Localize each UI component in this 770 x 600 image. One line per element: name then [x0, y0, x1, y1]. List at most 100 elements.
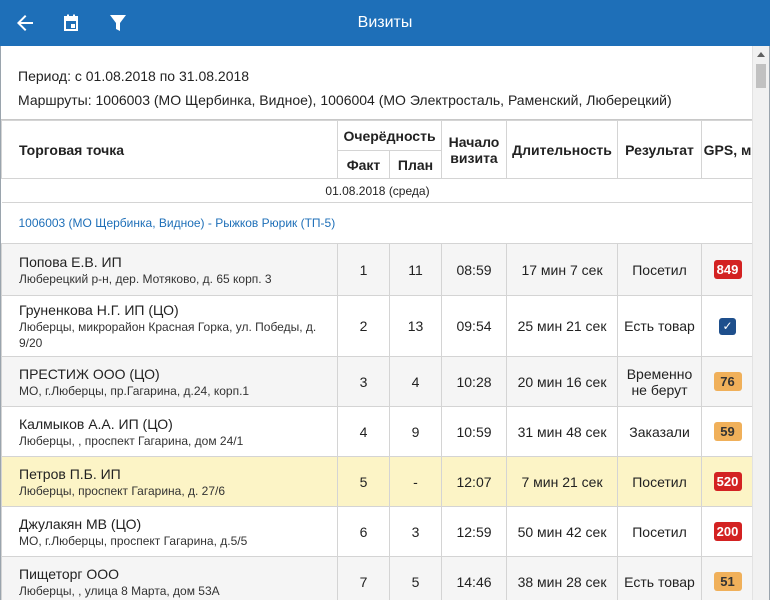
point-address: Люберцы, , улица 8 Марта, дом 53А [19, 583, 220, 598]
table-row[interactable]: Калмыков А.А. ИП (ЦО) Люберцы, , проспект… [1, 406, 755, 457]
scroll-up-icon[interactable] [757, 52, 765, 57]
plan-cell: 11 [388, 243, 443, 296]
point-name: Груненкова Н.Г. ИП (ЦО) [19, 302, 179, 318]
start-cell: 09:54 [441, 295, 508, 357]
header-gps: GPS, м [701, 120, 755, 179]
point-name: Калмыков А.А. ИП (ЦО) [19, 415, 173, 432]
plan-cell: - [388, 456, 443, 507]
result-cell: Посетил [617, 506, 703, 557]
gps-cell: 200 [701, 506, 755, 557]
table-row[interactable]: Джулакян МВ (ЦО) МО, г.Люберцы, проспект … [1, 506, 755, 557]
point-address: Люберцы, , проспект Гагарина, дом 24/1 [19, 433, 244, 448]
point-address: Люберцы, микрорайон Красная Горка, ул. П… [19, 320, 317, 350]
plan-cell: 3 [388, 506, 443, 557]
header-point: Торговая точка [1, 120, 338, 179]
period-text: Период: с 01.08.2018 по 31.08.2018 [18, 68, 250, 84]
gps-distance-badge: 849 [713, 260, 742, 279]
scrollbar-thumb[interactable] [756, 64, 766, 88]
start-cell: 12:07 [441, 456, 508, 507]
point-address: Люберцы, проспект Гагарина, д. 27/6 [19, 483, 226, 498]
routes-text: Маршруты: 1006003 (МО Щербинка, Видное),… [18, 92, 672, 108]
gps-cell: 849 [701, 243, 755, 296]
table-row[interactable]: Петров П.Б. ИП Люберцы, проспект Гагарина… [1, 456, 755, 507]
duration-cell: 50 мин 42 сек [506, 506, 619, 557]
fact-cell: 6 [337, 506, 390, 557]
point-cell: Груненкова Н.Г. ИП (ЦО) Люберцы, микрорай… [1, 295, 338, 357]
result-cell: Есть товар [617, 295, 703, 357]
gps-distance-badge: 520 [713, 472, 742, 491]
visits-content: Период: с 01.08.2018 по 31.08.2018 Маршр… [1, 46, 755, 600]
fact-cell: 7 [337, 556, 390, 600]
date-group-header: 01.08.2018 (среда) [1, 178, 754, 203]
result-cell: Посетил [617, 243, 703, 296]
route-group-header[interactable]: 1006003 (МО Щербинка, Видное) - Рыжков Р… [1, 202, 754, 244]
result-cell: Есть товар [617, 556, 703, 600]
point-cell: Пищеторг ООО Люберцы, , улица 8 Марта, до… [1, 556, 338, 600]
fact-cell: 1 [337, 243, 390, 296]
fact-cell: 4 [337, 406, 390, 457]
point-address: Люберецкий р-н, дер. Мотяково, д. 65 кор… [19, 271, 272, 286]
duration-cell: 7 мин 21 сек [506, 456, 619, 507]
table-row[interactable]: Пищеторг ООО Люберцы, , улица 8 Марта, до… [1, 556, 755, 600]
header-result: Результат [617, 120, 703, 179]
fact-cell: 2 [337, 295, 390, 357]
header-order: Очерёдность [336, 120, 443, 151]
gps-cell: ✓ [701, 295, 755, 357]
plan-cell: 13 [388, 295, 443, 357]
duration-cell: 20 мин 16 сек [506, 356, 619, 407]
point-address: МО, г.Люберцы, проспект Гагарина, д.5/5 [19, 533, 248, 548]
plan-cell: 9 [388, 406, 443, 457]
duration-cell: 38 мин 28 сек [506, 556, 619, 600]
gps-cell: 59 [701, 406, 755, 457]
result-cell: Временно не берут [617, 356, 703, 407]
point-name: Попова Е.В. ИП [19, 253, 122, 270]
point-cell: Попова Е.В. ИП Люберецкий р-н, дер. Мотяк… [1, 243, 338, 296]
filter-summary: Период: с 01.08.2018 по 31.08.2018 Маршр… [1, 46, 753, 120]
start-cell: 12:59 [441, 506, 508, 557]
start-cell: 10:28 [441, 356, 508, 407]
gps-distance-badge: 51 [713, 572, 742, 591]
duration-cell: 31 мин 48 сек [506, 406, 619, 457]
app-bar: Визиты [0, 0, 770, 46]
gps-cell: 51 [701, 556, 755, 600]
filter-icon[interactable] [106, 11, 130, 35]
header-plan: План [388, 150, 443, 179]
header-start: Начало визита [441, 120, 508, 179]
header-duration: Длительность [506, 120, 619, 179]
table-row[interactable]: ПРЕСТИЖ ООО (ЦО) МО, г.Люберцы, пр.Гагари… [1, 356, 755, 407]
back-arrow-icon[interactable] [13, 11, 37, 35]
plan-cell: 5 [388, 556, 443, 600]
check-icon: ✓ [719, 318, 737, 335]
fact-cell: 3 [337, 356, 390, 407]
duration-cell: 17 мин 7 сек [506, 243, 619, 296]
fact-cell: 5 [337, 456, 390, 507]
duration-cell: 25 мин 21 сек [506, 295, 619, 357]
gps-distance-badge: 59 [713, 422, 742, 441]
start-cell: 10:59 [441, 406, 508, 457]
visits-table: Торговая точка Очерёдность Начало визита… [1, 120, 755, 600]
result-cell: Заказали [617, 406, 703, 457]
point-address: МО, г.Люберцы, пр.Гагарина, д.24, корп.1 [19, 383, 250, 398]
table-row[interactable]: Груненкова Н.Г. ИП (ЦО) Люберцы, микрорай… [1, 295, 755, 357]
gps-cell: 76 [701, 356, 755, 407]
start-cell: 14:46 [441, 556, 508, 600]
point-name: ПРЕСТИЖ ООО (ЦО) [19, 365, 160, 382]
point-cell: ПРЕСТИЖ ООО (ЦО) МО, г.Люберцы, пр.Гагари… [1, 356, 338, 407]
point-cell: Джулакян МВ (ЦО) МО, г.Люберцы, проспект … [1, 506, 338, 557]
point-cell: Калмыков А.А. ИП (ЦО) Люберцы, , проспект… [1, 406, 338, 457]
header-fact: Факт [337, 150, 390, 179]
gps-cell: 520 [701, 456, 755, 507]
point-name: Джулакян МВ (ЦО) [19, 515, 142, 532]
plan-cell: 4 [388, 356, 443, 407]
calendar-icon[interactable] [59, 11, 83, 35]
table-row[interactable]: Попова Е.В. ИП Люберецкий р-н, дер. Мотяк… [1, 243, 755, 296]
gps-distance-badge: 76 [713, 372, 742, 391]
gps-distance-badge: 200 [713, 522, 742, 541]
result-cell: Посетил [617, 456, 703, 507]
point-name: Петров П.Б. ИП [19, 465, 121, 482]
page-title: Визиты [357, 14, 413, 31]
vertical-scrollbar[interactable] [752, 46, 769, 600]
visits-scroll-area[interactable]: Период: с 01.08.2018 по 31.08.2018 Маршр… [0, 46, 770, 600]
point-cell: Петров П.Б. ИП Люберцы, проспект Гагарина… [1, 456, 338, 507]
start-cell: 08:59 [441, 243, 508, 296]
